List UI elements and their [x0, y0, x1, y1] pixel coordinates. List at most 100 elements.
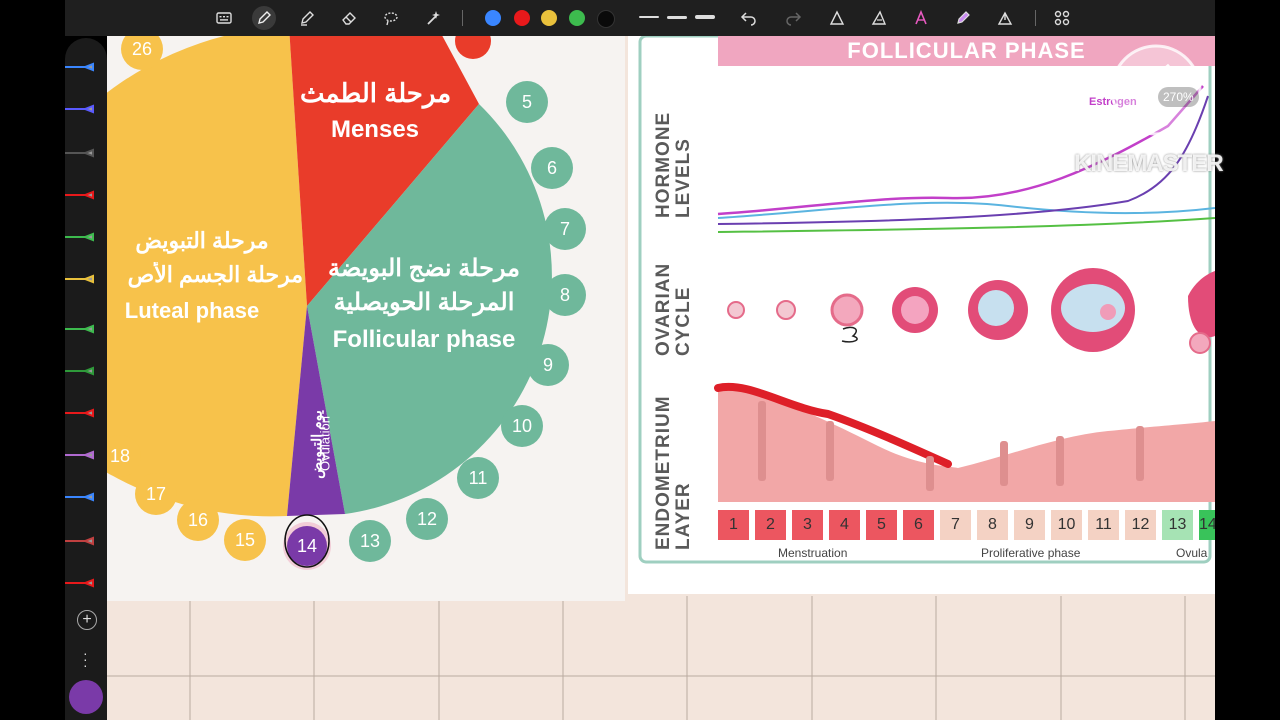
hand-drawn-circle	[284, 514, 330, 568]
pen-tray-sidebar: + · · ·	[65, 38, 107, 720]
day-9-box: 9	[1025, 516, 1034, 533]
pen-icon[interactable]	[65, 58, 101, 76]
keyboard-icon[interactable]	[212, 6, 236, 30]
day-15-circle: 15	[224, 519, 266, 561]
day-18-circle: 18	[107, 435, 141, 477]
follicle-4-inner	[901, 296, 929, 324]
kinemaster-watermark-text: KINEMASTER	[1074, 150, 1224, 177]
pen-icon[interactable]	[65, 532, 101, 550]
day-7-box: 7	[951, 516, 960, 533]
active-tool-indicator[interactable]	[69, 680, 103, 714]
gland-6	[1136, 426, 1144, 481]
day-5-box: 5	[877, 516, 886, 533]
lasso-icon[interactable]	[379, 6, 403, 30]
luteal-english-label: Luteal phase	[124, 298, 260, 323]
follicle-1	[727, 301, 745, 319]
follicular-english-label: Follicular phase	[332, 326, 516, 353]
day-12-box: 12	[1131, 516, 1150, 533]
estrogen-curve	[717, 85, 1204, 216]
shape-icon[interactable]	[825, 6, 849, 30]
highlight-tool-icon[interactable]	[951, 6, 975, 30]
proliferative-phase-label: Proliferative phase	[981, 546, 1081, 560]
follicle-5-inner	[978, 290, 1014, 326]
toolbar-separator	[462, 10, 463, 26]
day-7-circle: 7	[544, 208, 586, 250]
day-1-box: 1	[729, 516, 738, 533]
ovarian-cycle-axis-label: OVARIAN CYCLE	[653, 262, 694, 356]
day-3-box: 3	[803, 516, 812, 533]
follicular-phase-title: FOLLICULAR PHASE	[847, 38, 1086, 63]
note-canvas[interactable]: مرحلة الطمث Menses مرحلة نضج البويضة الم…	[107, 36, 1215, 720]
ovulation-phase-label: Ovula	[1176, 546, 1208, 560]
day-marker-red	[455, 36, 491, 59]
redo-icon[interactable]	[781, 6, 805, 30]
more-options-icon[interactable]: · · ·	[83, 645, 88, 673]
pen-icon[interactable]	[65, 446, 101, 464]
luteal-arabic-label-1: مرحلة التبويض	[135, 228, 269, 253]
day-11-circle: 11	[457, 457, 499, 499]
magic-wand-icon[interactable]	[421, 6, 445, 30]
lh-curve	[717, 217, 1215, 233]
day-16-circle: 16	[177, 499, 219, 541]
colour-blue-swatch[interactable]	[485, 10, 501, 26]
ovulation-slice	[287, 306, 345, 516]
gland-3	[926, 456, 934, 491]
undo-icon[interactable]	[737, 6, 761, 30]
day-14-circle	[287, 526, 327, 566]
colour-red-swatch[interactable]	[514, 10, 530, 26]
day-6-circle: 6	[531, 147, 573, 189]
ovulation-english-label: Ovulation	[317, 416, 333, 471]
text-icon[interactable]	[909, 6, 933, 30]
day-boxes	[718, 510, 1215, 540]
luteal-arabic-label-2: مرحلة الجسم الأص	[127, 262, 303, 287]
pen-icon[interactable]	[65, 574, 101, 592]
menses-arabic-label: مرحلة الطمث	[300, 78, 452, 108]
menses-english-label: Menses	[330, 116, 420, 143]
pen-icon[interactable]	[65, 186, 101, 204]
thick-line[interactable]	[695, 15, 715, 19]
endometrium-layer-axis-label: ENDOMETRIUM LAYER	[653, 395, 694, 550]
follicular-arabic-label-2: المرحلة الحويصلية	[333, 289, 515, 316]
day-8-circle: 8	[544, 274, 586, 316]
day-2-box: 2	[766, 516, 775, 533]
pen-icon[interactable]	[65, 100, 101, 118]
follicular-phase-chart	[638, 36, 1215, 564]
pen-icon[interactable]	[65, 228, 101, 246]
follicular-slice	[307, 104, 552, 514]
ruler-icon[interactable]	[867, 6, 891, 30]
medium-line[interactable]	[667, 16, 687, 19]
drawing-toolbar	[65, 0, 1215, 36]
colour-yellow-swatch[interactable]	[541, 10, 557, 26]
pen-icon[interactable]	[65, 488, 101, 506]
colour-green-swatch[interactable]	[569, 10, 585, 26]
pen-icon[interactable]	[65, 404, 101, 422]
pen-icon[interactable]	[65, 144, 101, 162]
menstrual-cycle-pie-image: مرحلة الطمث Menses مرحلة نضج البويضة الم…	[107, 36, 625, 601]
gland-4	[1000, 441, 1008, 486]
add-pen-button[interactable]: +	[77, 610, 97, 630]
ruptured-follicle	[1188, 271, 1215, 338]
day-11-box: 11	[1095, 516, 1112, 533]
day-12-circle: 12	[406, 498, 448, 540]
pen-icon[interactable]	[65, 362, 101, 380]
eraser-icon[interactable]	[337, 6, 361, 30]
luteal-slice	[107, 36, 307, 517]
pen-icon[interactable]	[65, 270, 101, 288]
day-14-label: 14	[296, 536, 318, 556]
day-8-box: 8	[988, 516, 997, 533]
thin-line[interactable]	[639, 16, 659, 18]
day-4-box: 4	[840, 516, 849, 533]
grid-icon[interactable]	[1050, 6, 1074, 30]
toolbar-separator	[1035, 10, 1036, 26]
follicle-6-oocyte	[1100, 304, 1116, 320]
cycle-pie-chart	[107, 36, 552, 570]
pen-icon[interactable]	[252, 6, 276, 30]
colour-black-swatch[interactable]	[597, 10, 615, 28]
menstruation-phase-label: Menstruation	[778, 546, 848, 560]
pen-icon[interactable]	[65, 320, 101, 338]
share-icon[interactable]	[993, 6, 1017, 30]
day-6-box: 6	[914, 516, 923, 533]
highlighter-icon[interactable]	[295, 6, 319, 30]
gland-5	[1056, 436, 1064, 486]
follicle-3	[830, 293, 864, 327]
